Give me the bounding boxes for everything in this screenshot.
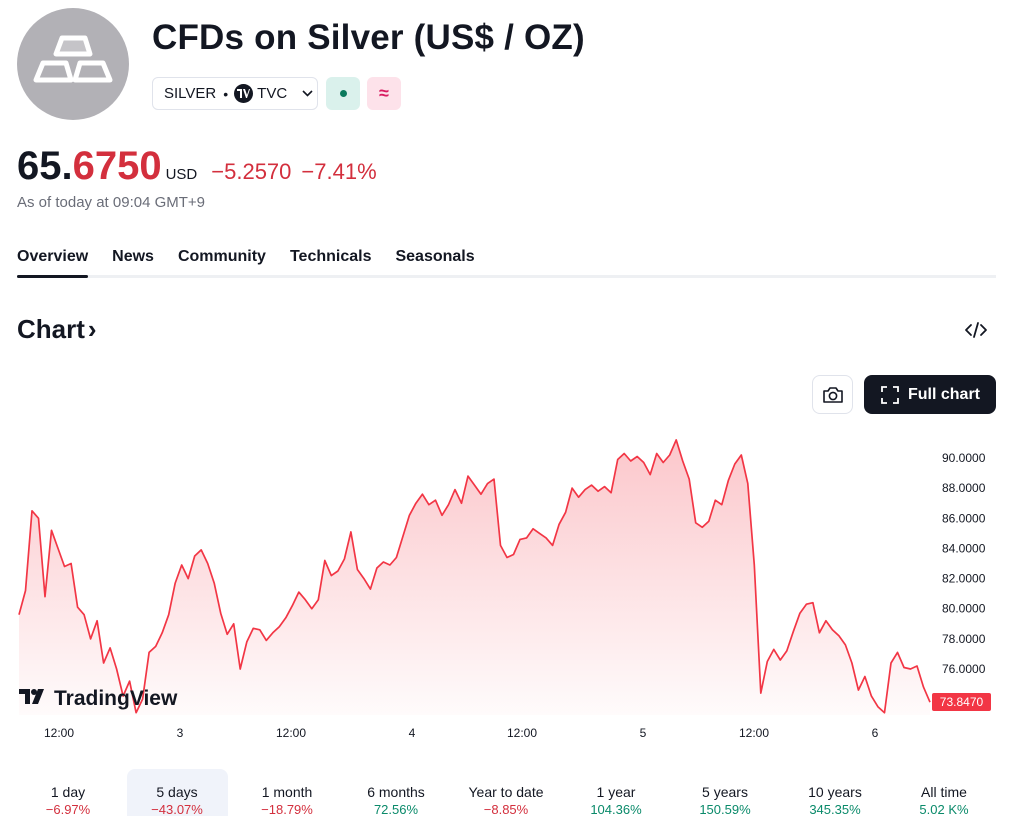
price-change: −5.2570 bbox=[211, 159, 292, 184]
price-currency: USD bbox=[165, 166, 198, 183]
code-embed-icon[interactable] bbox=[962, 318, 990, 342]
y-tick-label: 78.0000 bbox=[942, 632, 986, 646]
symbol-separator: • bbox=[223, 85, 229, 102]
silver-bars-icon bbox=[17, 8, 129, 120]
range-option[interactable]: All time 5.02 K% bbox=[894, 769, 995, 816]
range-label: 5 years bbox=[702, 784, 748, 800]
price-area-fill bbox=[19, 439, 930, 715]
range-change: −43.07% bbox=[151, 802, 203, 816]
range-selector: 1 day −6.97% 5 days −43.07% 1 month −18.79% 6 … bbox=[17, 769, 1024, 816]
range-option[interactable]: 1 year 104.36% bbox=[566, 769, 667, 816]
y-tick-label: 88.0000 bbox=[942, 481, 986, 495]
last-value-box bbox=[932, 693, 991, 711]
exchange-name: TVC bbox=[257, 85, 288, 102]
price-change-percent: −7.41% bbox=[301, 159, 377, 184]
chevron-right-icon: › bbox=[87, 314, 97, 344]
tradingview-watermark: TradingView bbox=[19, 687, 178, 710]
fullscreen-icon bbox=[881, 385, 899, 404]
symbol-ticker: SILVER bbox=[164, 85, 217, 102]
range-label: All time bbox=[921, 784, 967, 800]
tab-community[interactable]: Community bbox=[177, 248, 266, 265]
tradingview-watermark-text: TradingView bbox=[54, 687, 178, 710]
price-line bbox=[18, 439, 931, 714]
y-tick-label: 76.0000 bbox=[942, 662, 986, 676]
camera-icon bbox=[822, 386, 843, 403]
y-tick-label: 80.0000 bbox=[942, 602, 986, 616]
full-chart-button[interactable]: Full chart bbox=[864, 375, 996, 414]
x-tick-label: 4 bbox=[409, 726, 416, 740]
range-label: Year to date bbox=[468, 784, 544, 800]
range-option[interactable]: Year to date −8.85% bbox=[456, 769, 557, 816]
range-option[interactable]: 5 days −43.07% bbox=[126, 769, 228, 816]
range-option[interactable]: 10 years 345.35% bbox=[785, 769, 886, 816]
chart-heading: Chart bbox=[17, 314, 85, 344]
range-change: 104.36% bbox=[590, 802, 642, 816]
range-label: 6 months bbox=[367, 784, 425, 800]
x-tick-label: 5 bbox=[640, 726, 647, 740]
x-tick-label: 12:00 bbox=[44, 726, 74, 740]
price-timestamp: As of today at 09:04 GMT+9 bbox=[17, 194, 206, 211]
approx-icon[interactable]: ≈ bbox=[367, 77, 401, 110]
y-tick-label: 90.0000 bbox=[942, 451, 986, 465]
y-tick-label: 84.0000 bbox=[942, 541, 986, 555]
range-change: 72.56% bbox=[373, 802, 419, 816]
tab-seasonals[interactable]: Seasonals bbox=[395, 248, 475, 265]
x-tick-label: 6 bbox=[872, 726, 879, 740]
x-tick-label: 3 bbox=[177, 726, 184, 740]
price-integer: 65. bbox=[17, 144, 73, 188]
price-row: 65. 6750 USD −5.2570 −7.41% bbox=[17, 144, 377, 189]
full-chart-label: Full chart bbox=[907, 385, 980, 403]
tab-bar: Overview News Community Technicals Seaso… bbox=[17, 248, 996, 278]
range-option[interactable]: 1 month −18.79% bbox=[237, 769, 338, 816]
range-change: 150.59% bbox=[699, 802, 751, 816]
x-axis: 12:00 3 12:00 4 12:00 5 12:00 6 bbox=[44, 726, 879, 740]
symbol-selector[interactable]: SILVER • TVC bbox=[152, 77, 318, 110]
range-label: 1 year bbox=[596, 784, 636, 800]
y-tick-label: 82.0000 bbox=[942, 572, 986, 586]
last-value-label: 73.8470 bbox=[940, 695, 984, 709]
x-tick-label: 12:00 bbox=[276, 726, 306, 740]
x-tick-label: 12:00 bbox=[739, 726, 769, 740]
range-change: −6.97% bbox=[45, 802, 91, 816]
range-change: −8.85% bbox=[483, 802, 529, 816]
range-change: 5.02 K% bbox=[919, 802, 969, 816]
snapshot-button[interactable] bbox=[812, 375, 853, 414]
page-title: CFDs on Silver (US$ / OZ) bbox=[152, 18, 585, 57]
range-option[interactable]: 1 day −6.97% bbox=[18, 769, 119, 816]
range-option[interactable]: 6 months 72.56% bbox=[346, 769, 447, 816]
tradingview-logo-icon bbox=[19, 689, 44, 704]
market-status-badge[interactable] bbox=[326, 77, 360, 110]
chevron-down-icon bbox=[302, 90, 313, 97]
tradingview-mini-logo-icon bbox=[234, 84, 254, 103]
y-axis: 90.0000 88.0000 86.0000 84.0000 82.0000 80.00… bbox=[942, 451, 986, 676]
range-change: 345.35% bbox=[809, 802, 861, 816]
tab-technicals[interactable]: Technicals bbox=[289, 248, 372, 265]
market-status-dot bbox=[339, 90, 347, 97]
tab-news[interactable]: News bbox=[112, 248, 154, 265]
price-decimal: 6750 bbox=[72, 144, 162, 188]
chart-heading-link[interactable]: Chart › bbox=[17, 314, 97, 345]
range-label: 10 years bbox=[808, 784, 862, 800]
last-value-marker: 73.8470 bbox=[932, 693, 991, 711]
range-change: −18.79% bbox=[261, 802, 313, 816]
range-label: 1 month bbox=[261, 784, 313, 800]
price-chart[interactable]: 90.0000 88.0000 86.0000 84.0000 82.0000 80.00… bbox=[0, 420, 1024, 755]
tab-overview[interactable]: Overview bbox=[17, 248, 89, 278]
x-tick-label: 12:00 bbox=[507, 726, 537, 740]
range-label: 5 days bbox=[156, 784, 198, 800]
range-label: 1 day bbox=[50, 784, 86, 800]
y-tick-label: 86.0000 bbox=[942, 511, 986, 525]
range-option[interactable]: 5 years 150.59% bbox=[675, 769, 776, 816]
